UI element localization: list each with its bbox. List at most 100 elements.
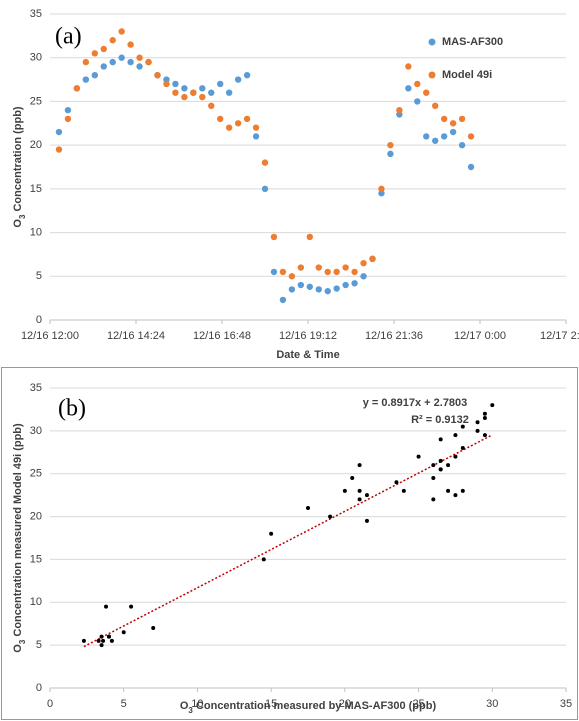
data-point — [99, 634, 104, 639]
data-point — [306, 283, 313, 290]
data-point — [82, 58, 90, 66]
data-point — [387, 141, 394, 149]
data-point — [136, 63, 143, 70]
panel-frame — [1, 367, 578, 720]
data-point — [446, 463, 451, 468]
data-point — [127, 58, 134, 66]
x-tick-label: 10 — [191, 698, 203, 710]
y-tick-label: 0 — [36, 682, 42, 694]
y-tick-label: 10 — [30, 226, 42, 238]
x-tick-label: 12/17 0:00 — [454, 330, 506, 342]
data-point — [288, 273, 296, 280]
data-point — [101, 638, 106, 643]
data-point — [269, 531, 274, 536]
x-axis-label: Date & Time — [276, 349, 339, 361]
panel-label: (a) — [55, 24, 82, 50]
y-tick-label: 20 — [30, 510, 42, 522]
data-point — [64, 115, 72, 123]
data-point — [172, 80, 179, 88]
x-tick-label: 35 — [560, 698, 572, 710]
data-point — [324, 268, 331, 276]
data-point — [453, 433, 458, 438]
y-tick-label: 15 — [30, 183, 42, 195]
trendline — [83, 434, 493, 648]
y-tick-label: 25 — [30, 468, 42, 480]
data-point — [453, 454, 458, 459]
data-point — [261, 159, 269, 166]
data-point — [99, 643, 104, 648]
x-tick-label: 20 — [339, 698, 351, 710]
data-point — [270, 233, 278, 241]
data-point — [106, 634, 111, 639]
data-point — [458, 141, 466, 149]
y-tick-label: 20 — [30, 139, 42, 151]
data-point — [364, 518, 369, 523]
y-axis-label-sub: 3 — [18, 214, 27, 219]
panel-label: (b) — [58, 396, 86, 422]
data-point — [199, 85, 206, 92]
y-axis-label-main: O — [12, 644, 24, 653]
data-point — [431, 463, 436, 468]
data-point — [109, 37, 116, 44]
data-point — [453, 493, 458, 498]
data-point — [438, 458, 443, 463]
x-tick-label: 12/16 19:12 — [279, 330, 337, 342]
data-point — [91, 50, 98, 57]
data-point — [438, 467, 443, 472]
data-point — [217, 115, 224, 123]
data-point — [387, 150, 394, 158]
data-point — [288, 286, 296, 293]
x-tick-label: 30 — [486, 698, 498, 710]
y-tick-label: 15 — [30, 553, 42, 565]
data-point — [127, 41, 134, 48]
data-point — [432, 102, 439, 110]
data-point — [252, 124, 260, 131]
y-axis-label-main: O — [12, 219, 24, 228]
data-point — [482, 416, 487, 420]
data-point — [438, 437, 443, 442]
data-point — [91, 72, 98, 79]
data-point — [163, 76, 170, 83]
data-point — [357, 497, 362, 502]
data-point — [401, 488, 406, 493]
data-point — [396, 106, 403, 114]
x-tick-label: 12/17 2:24 — [540, 330, 579, 342]
y-tick-label: 0 — [36, 314, 42, 326]
data-point — [118, 54, 125, 61]
y-axis-label-rest: Concentration (ppb) — [12, 106, 24, 214]
data-point — [405, 85, 412, 92]
data-point — [431, 497, 436, 502]
x-axis-label-main: O — [180, 700, 189, 712]
data-point — [73, 85, 81, 92]
data-point — [279, 296, 287, 304]
data-point — [405, 63, 412, 70]
x-tick-label: 15 — [265, 698, 277, 710]
data-point — [225, 124, 233, 131]
data-point — [475, 420, 480, 425]
data-point — [460, 446, 465, 450]
data-point — [328, 514, 333, 519]
data-point — [163, 80, 170, 88]
data-point — [270, 268, 278, 276]
data-point — [252, 133, 260, 140]
x-axis-label: O3 Concentration measured by MAS-AF300 (… — [180, 700, 437, 715]
data-point — [100, 63, 107, 70]
y-axis-label-sub: 3 — [18, 639, 27, 644]
data-point — [475, 428, 480, 433]
data-point — [342, 264, 349, 271]
data-point — [460, 488, 465, 493]
data-point — [306, 233, 313, 241]
data-point — [208, 102, 215, 110]
x-tick-label: 0 — [47, 698, 53, 710]
x-tick-label: 25 — [412, 698, 424, 710]
data-point — [360, 273, 367, 280]
data-point — [109, 638, 114, 643]
data-point — [467, 163, 475, 171]
data-point — [261, 557, 266, 562]
data-point — [423, 89, 430, 96]
data-point — [306, 506, 310, 510]
legend-marker — [428, 71, 436, 79]
data-point — [342, 281, 349, 289]
y-tick-label: 30 — [30, 425, 42, 437]
data-point — [217, 80, 224, 88]
